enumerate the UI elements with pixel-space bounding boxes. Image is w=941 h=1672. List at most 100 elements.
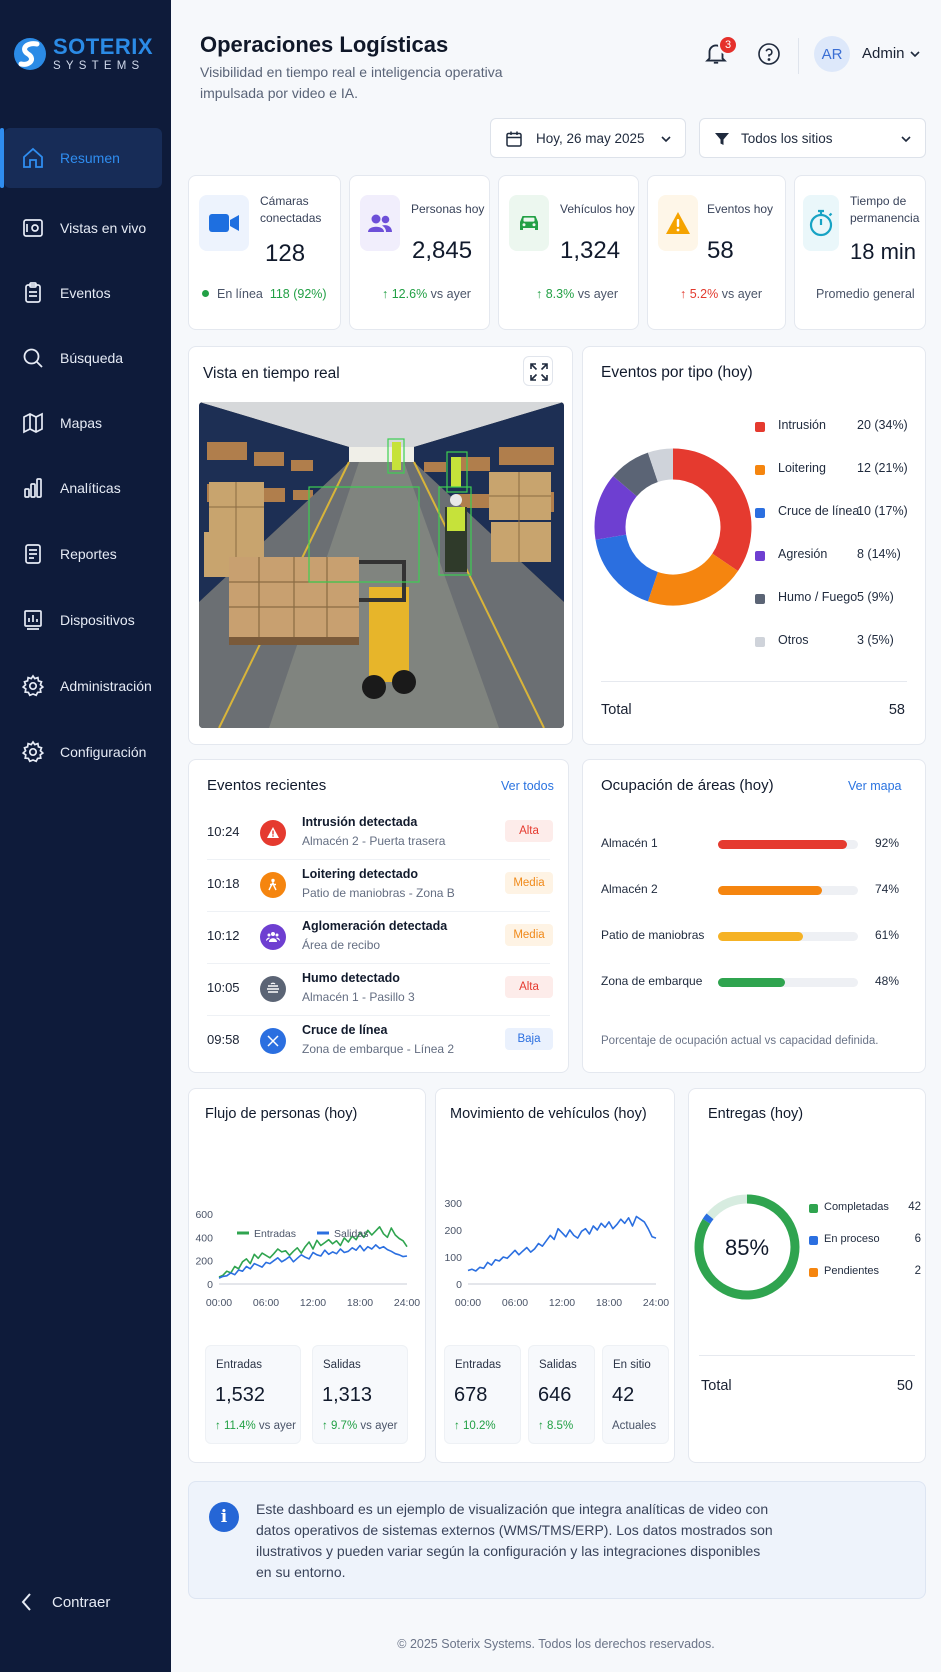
occupancy-note: Porcentaje de ocupación actual vs capaci… <box>601 1035 879 1047</box>
sidebar-item-eventos[interactable]: Eventos <box>0 267 171 319</box>
people-icon <box>360 195 400 251</box>
kpi-card-events[interactable]: Eventos hoy 58 ↑ 5.2% vs ayer <box>647 175 786 330</box>
event-row[interactable]: 10:12 Aglomeración detectada Área de recib… <box>189 912 569 964</box>
live-camera-feed[interactable] <box>199 402 564 728</box>
people-flow-chart[interactable]: 0 200 400 600 00:00 06:00 12:00 18:00 24:00 Entra… <box>189 1134 425 1319</box>
kpi-trend-suffix: vs ayer <box>577 287 619 301</box>
occupancy-bar <box>718 932 804 941</box>
series-line[interactable] <box>218 1244 408 1279</box>
stat-trend-suffix: vs ayer <box>258 1420 296 1432</box>
donut-slice[interactable] <box>647 448 674 483</box>
legend-swatch <box>755 465 765 475</box>
sidebar-item-reportes[interactable]: Reportes <box>0 528 171 580</box>
series-line[interactable] <box>467 1215 657 1272</box>
arrow-up-icon: ↑ <box>538 1420 544 1432</box>
row-divider <box>207 1015 550 1016</box>
occupancy-area: Patio de maniobras <box>601 928 705 942</box>
severity-badge: Baja <box>505 1028 553 1050</box>
event-title: Cruce de línea <box>302 1023 388 1037</box>
sidebar-item-resumen[interactable]: Resumen <box>0 128 162 188</box>
sidebar-item-label: Analíticas <box>60 480 121 496</box>
donut-slice[interactable] <box>647 553 738 606</box>
donut-slice[interactable] <box>613 452 659 497</box>
date-filter[interactable]: Hoy, 26 may 2025 <box>490 118 686 158</box>
deliveries-donut-chart[interactable]: 85% <box>693 1178 801 1316</box>
event-row[interactable]: 10:18 Loitering detectado Patio de maniobr… <box>189 860 569 912</box>
sidebar-item-dispositivos[interactable]: Dispositivos <box>0 594 171 646</box>
legend-item: Agresión 8 (14%) <box>755 547 941 567</box>
sidebar-item-mapas[interactable]: Mapas <box>0 397 171 449</box>
kpi-label: Personas hoy <box>411 202 485 216</box>
event-row[interactable]: 09:58 Cruce de línea Zona de embarque - Lí… <box>189 1016 569 1068</box>
legend-value: 2 <box>914 1265 921 1277</box>
donut-slice[interactable] <box>694 1194 800 1300</box>
stat-label: Entradas <box>216 1359 263 1371</box>
avatar[interactable]: AR <box>814 36 850 72</box>
sidebar-item-administracion[interactable]: Administración <box>0 660 171 712</box>
sidebar-item-analiticas[interactable]: Analíticas <box>0 462 171 514</box>
event-row[interactable]: 10:05 Humo detectado Almacén 1 - Pasillo 3… <box>189 964 569 1016</box>
expand-button[interactable] <box>523 356 553 386</box>
devices-icon <box>20 607 46 633</box>
event-time: 10:05 <box>207 980 240 995</box>
sidebar-item-vistas-en-vivo[interactable]: Vistas en vivo <box>0 202 171 254</box>
stat-label: Salidas <box>539 1359 577 1371</box>
legend-label: Intrusión <box>778 418 826 432</box>
sidebar-item-label: Eventos <box>60 285 111 301</box>
x-tick-label: 06:00 <box>253 1297 279 1309</box>
site-filter[interactable]: Todos los sitios <box>699 118 926 158</box>
kpi-card-dwell-time[interactable]: Tiempo de permanencia 18 min Promedio ge… <box>794 175 926 330</box>
stat-value: 42 <box>612 1384 635 1406</box>
row-divider <box>207 963 550 964</box>
kpi-trend: 5.2% <box>689 287 719 301</box>
deliveries-legend: Completadas 42 En proceso 6 Pendientes 2 <box>809 1201 921 1281</box>
donut-slice[interactable] <box>595 533 659 602</box>
view-map-link[interactable]: Ver mapa <box>848 779 902 793</box>
warning-icon <box>260 820 286 846</box>
donut-slice[interactable] <box>702 1213 714 1224</box>
event-location: Área de recibo <box>302 938 381 952</box>
occupancy-value: 74% <box>875 882 900 896</box>
series-line[interactable] <box>218 1226 408 1278</box>
chevron-down-icon[interactable] <box>908 47 922 61</box>
kpi-label: Tiempo de permanencia <box>850 194 920 225</box>
stat-trend: 10.2% <box>462 1420 496 1432</box>
row-divider <box>207 859 550 860</box>
legend-value: 6 <box>914 1233 921 1245</box>
vehicle-movement-chart[interactable]: 0 100 200 300 00:00 06:00 12:00 18:00 24:00 <box>436 1134 674 1319</box>
brand-logo[interactable]: SOTERIX SYSTEMS <box>13 34 153 74</box>
events-by-type-title: Eventos por tipo (hoy) <box>601 364 753 381</box>
event-time: 10:24 <box>207 824 240 839</box>
sidebar-item-configuracion[interactable]: Configuración <box>0 726 171 778</box>
legend-label: Completadas <box>824 1201 889 1213</box>
user-name[interactable]: Admin <box>862 45 905 62</box>
kpi-card-vehicles[interactable]: Vehículos hoy 1,324 ↑ 8.3% vs ayer <box>498 175 639 330</box>
arrow-up-icon: ↑ <box>454 1420 460 1432</box>
collapse-button[interactable]: Contraer <box>20 1592 110 1612</box>
bar-chart-icon <box>20 475 46 501</box>
view-all-link[interactable]: Ver todos <box>501 779 554 793</box>
main-content: Operaciones Logísticas Visibilidad en ti… <box>171 0 941 1672</box>
kpi-card-cameras[interactable]: Cámaras conectadas 128 En línea 118 (92%… <box>188 175 341 330</box>
stat-value: 1,313 <box>322 1384 373 1406</box>
kpi-card-people[interactable]: Personas hoy 2,845 ↑ 12.6% vs ayer <box>349 175 490 330</box>
y-tick-label: 0 <box>207 1279 213 1291</box>
legend-item: Completadas 42 <box>809 1201 921 1219</box>
donut-slice[interactable] <box>594 476 638 540</box>
stat-label: Salidas <box>323 1359 361 1371</box>
event-location: Patio de maniobras - Zona B <box>302 886 455 900</box>
occupancy-row: Almacén 2 74% <box>601 882 941 902</box>
event-time: 10:18 <box>207 876 240 891</box>
events-donut-chart[interactable] <box>593 447 753 607</box>
divider <box>601 681 907 682</box>
event-row[interactable]: 10:24 Intrusión detectada Almacén 2 - Puer… <box>189 808 569 860</box>
stat-label: Entradas <box>455 1359 502 1371</box>
occupancy-track <box>718 932 858 941</box>
occupancy-title: Ocupación de áreas (hoy) <box>601 777 774 794</box>
sidebar-item-label: Resumen <box>60 150 120 166</box>
legend-label: En proceso <box>824 1233 880 1245</box>
stat-value: 1,532 <box>215 1384 266 1406</box>
help-icon[interactable] <box>757 42 781 66</box>
sidebar-item-busqueda[interactable]: Búsqueda <box>0 332 171 384</box>
donut-slice[interactable] <box>672 448 752 572</box>
